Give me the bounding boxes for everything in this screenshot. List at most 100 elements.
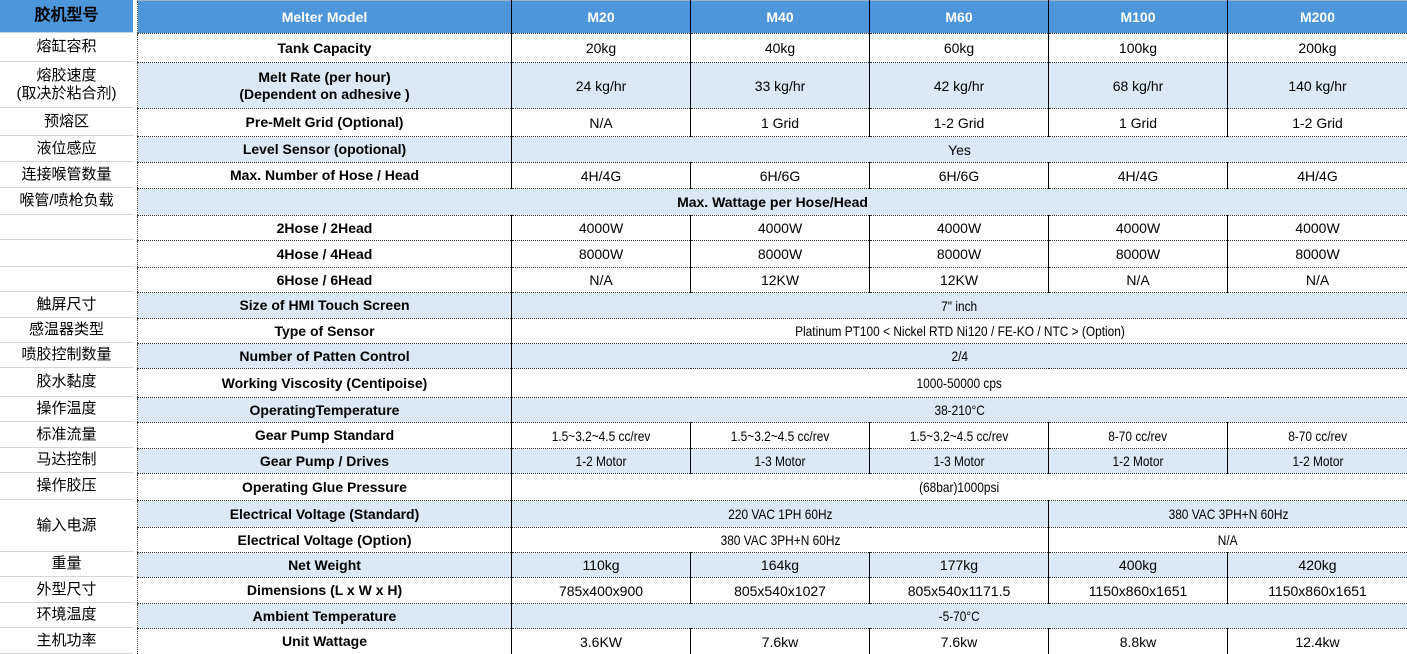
cell-text: 8-70 cc/rev	[1288, 427, 1347, 444]
row-label-cell: OperatingTemperature	[137, 397, 512, 423]
table-row: 4Hose / 4Head 8000W 8000W 8000W 8000W 8000W	[137, 240, 1407, 268]
value-cell: 8000W	[869, 240, 1049, 268]
model-header-M200: M200	[1227, 0, 1407, 34]
row-label-cell: Level Sensor (opotional)	[137, 136, 512, 163]
chinese-row-label: 输入电源	[0, 500, 133, 552]
value-cell: 1-2 Motor	[1048, 448, 1228, 474]
merged-value-cell: -5-70°C	[511, 603, 1407, 629]
chinese-row-label: 主机功率	[0, 628, 133, 654]
cell-text: 1.5~3.2~4.5 cc/rev	[551, 427, 651, 444]
merged-value-cell: (68bar)1000psi	[511, 473, 1407, 501]
table-row: Pre-Melt Grid (Optional) N/A 1 Grid 1-2 Gri…	[137, 108, 1407, 137]
row-label-cell: Unit Wattage	[137, 628, 512, 654]
value-cell: 42 kg/hr	[869, 62, 1049, 109]
table-row: Type of Sensor Platinum PT100 < Nickel RT…	[137, 318, 1407, 344]
model-header-M60: M60	[869, 0, 1049, 34]
table-row: Ambient Temperature -5-70°C	[137, 603, 1407, 629]
value-cell: 8000W	[1227, 240, 1407, 268]
value-cell: 1-3 Motor	[690, 448, 870, 474]
table-row: Electrical Voltage (Standard) 220 VAC 1PH…	[137, 500, 1407, 528]
table-row: Unit Wattage 3.6KW 7.6kw 7.6kw 8.8kw 12.4kw	[137, 628, 1407, 654]
value-cell: 20kg	[511, 33, 691, 63]
cell-text: 1-3 Motor	[754, 453, 806, 469]
chinese-row-label: 操作温度	[0, 397, 133, 422]
value-cell: 1-2 Motor	[511, 448, 691, 474]
cell-text: 1-2 Motor	[1112, 453, 1164, 469]
value-cell: 1150x860x1651	[1227, 577, 1407, 604]
value-cell: 1-2 Motor	[1227, 448, 1407, 474]
chinese-row-label: 外型尺寸	[0, 577, 133, 603]
melter-model-header: Melter Model	[137, 0, 512, 34]
cell-text: 1.5~3.2~4.5 cc/rev	[909, 427, 1009, 444]
value-cell: 24 kg/hr	[511, 62, 691, 109]
value-cell: 12KW	[869, 267, 1049, 293]
row-label-cell: 2Hose / 2Head	[137, 215, 512, 241]
value-cell: 6H/6G	[690, 162, 870, 189]
value-cell: 1 Grid	[1048, 108, 1228, 137]
value-cell: 1.5~3.2~4.5 cc/rev	[869, 422, 1049, 449]
row-label-cell: Working Viscosity (Centipoise)	[137, 368, 512, 398]
row-label-cell: Type of Sensor	[137, 318, 512, 344]
cell-text: 2/4	[951, 348, 968, 364]
table-row: Gear Pump Standard 1.5~3.2~4.5 cc/rev 1.5~…	[137, 422, 1407, 449]
table-row: Gear Pump / Drives 1-2 Motor 1-3 Motor 1-3 …	[137, 448, 1407, 474]
value-cell: 4000W	[1227, 215, 1407, 241]
chinese-row-label: 标准流量	[0, 422, 133, 448]
cell-text: 380 VAC 3PH+N 60Hz	[1168, 506, 1288, 522]
value-cell: 1150x860x1651	[1048, 577, 1228, 604]
value-cell: 6H/6G	[869, 162, 1049, 189]
merged-value-cell-left: 220 VAC 1PH 60Hz	[511, 500, 1049, 528]
cell-text: 1.5~3.2~4.5 cc/rev	[730, 427, 830, 444]
chinese-row-label: 马达控制	[0, 448, 133, 473]
value-cell: 1-2 Grid	[1227, 108, 1407, 137]
cell-text: 380 VAC 3PH+N 60Hz	[720, 532, 840, 548]
value-cell: 1-3 Motor	[869, 448, 1049, 474]
value-cell: 1.5~3.2~4.5 cc/rev	[690, 422, 870, 449]
row-label-cell: Max. Number of Hose / Head	[137, 162, 512, 189]
model-header-M100: M100	[1048, 0, 1228, 34]
chinese-row-label: 喉管/喷枪负载	[0, 188, 133, 215]
chinese-row-label: 预熔区	[0, 108, 133, 136]
value-cell: N/A	[511, 267, 691, 293]
value-cell: 68 kg/hr	[1048, 62, 1228, 109]
merged-value-cell-right: 380 VAC 3PH+N 60Hz	[1048, 500, 1407, 528]
value-cell: 8-70 cc/rev	[1048, 422, 1228, 449]
table-row: Electrical Voltage (Option) 380 VAC 3PH+N…	[137, 527, 1407, 553]
row-label-cell: Operating Glue Pressure	[137, 473, 512, 501]
section-banner: Max. Wattage per Hose/Head	[137, 188, 1407, 216]
cell-text: 1-2 Motor	[1292, 453, 1343, 469]
value-cell: 7.6kw	[869, 628, 1049, 654]
value-cell: 8000W	[511, 240, 691, 268]
value-cell: 33 kg/hr	[690, 62, 870, 109]
chinese-row-label: 熔胶速度 (取决於粘合剂)	[0, 62, 133, 108]
chinese-row-label: 操作胶压	[0, 473, 133, 500]
chinese-label-column: 胶机型号 熔缸容积 熔胶速度 (取决於粘合剂) 预熔区 液位感应 连接喉管数量 喉管/喷枪负…	[0, 0, 133, 654]
merged-value-cell: 7" inch	[511, 292, 1407, 319]
cell-text: (68bar)1000psi	[919, 479, 1000, 495]
cell-text: 220 VAC 1PH 60Hz	[727, 506, 833, 522]
merged-value-cell-left: 380 VAC 3PH+N 60Hz	[511, 527, 1049, 553]
row-label-cell: Size of HMI Touch Screen	[137, 292, 512, 319]
row-label-cell: Net Weight	[137, 552, 512, 578]
table-row: Net Weight 110kg 164kg 177kg 400kg 420kg	[137, 552, 1407, 578]
cell-text: 8-70 cc/rev	[1108, 427, 1168, 444]
cell-text: 38-210°C	[934, 402, 985, 418]
value-cell: 40kg	[690, 33, 870, 63]
table-row: Level Sensor (opotional) Yes	[137, 136, 1407, 163]
chinese-row-label: 熔缸容积	[0, 33, 133, 62]
row-label-cell: Ambient Temperature	[137, 603, 512, 629]
value-cell: 3.6KW	[511, 628, 691, 654]
table-row: 2Hose / 2Head 4000W 4000W 4000W 4000W 4000W	[137, 215, 1407, 241]
table-row: Number of Patten Control 2/4	[137, 343, 1407, 369]
cell-text: 7" inch	[941, 297, 978, 314]
value-cell: 12KW	[690, 267, 870, 293]
table-row: Operating Glue Pressure (68bar)1000psi	[137, 473, 1407, 501]
cell-text: N/A	[1218, 532, 1238, 548]
value-cell: 4H/4G	[1227, 162, 1407, 189]
model-header-M40: M40	[690, 0, 870, 34]
chinese-row-label: 喷胶控制数量	[0, 343, 133, 368]
table-row: Max. Number of Hose / Head 4H/4G 6H/6G 6H/6…	[137, 162, 1407, 189]
row-label-cell: Melt Rate (per hour) (Dependent on adhes…	[137, 62, 512, 109]
table-row: Working Viscosity (Centipoise) 1000-50000…	[137, 368, 1407, 398]
